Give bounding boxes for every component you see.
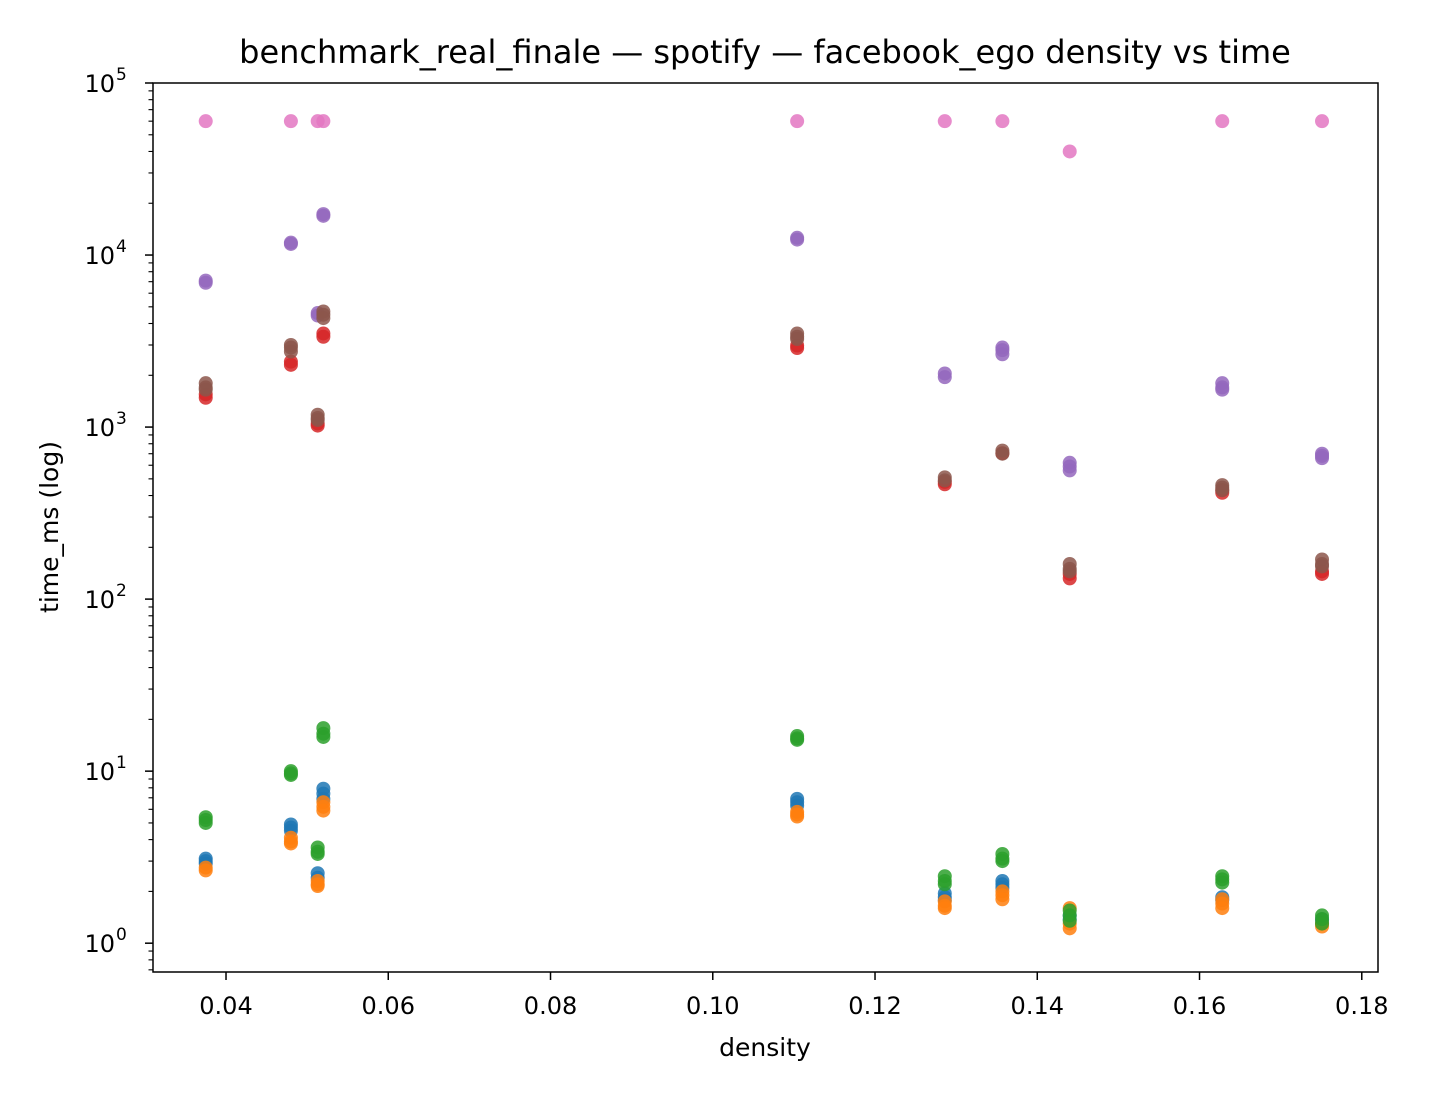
x-tick-label: 0.14 (1011, 992, 1064, 1020)
scatter-point (790, 114, 805, 129)
scatter-point (316, 114, 331, 129)
scatter-point (1315, 559, 1330, 574)
scatter-point (1315, 114, 1330, 129)
scatter-point (1215, 114, 1230, 129)
scatter-point (283, 344, 298, 359)
scatter-point (283, 767, 298, 782)
scatter-point (1062, 144, 1077, 159)
chart-title: benchmark_real_finale — spotify — facebo… (239, 33, 1291, 71)
x-tick-label: 0.10 (686, 992, 739, 1020)
points-layer (198, 114, 1330, 936)
x-tick-label: 0.06 (362, 992, 415, 1020)
y-tick-exponent: 5 (116, 65, 127, 85)
y-tick-base: 10 (84, 70, 115, 98)
y-tick-base: 10 (84, 586, 115, 614)
scatter-point (316, 329, 331, 344)
scatter-point (995, 446, 1010, 461)
scatter-point (937, 877, 952, 892)
y-tick-exponent: 0 (116, 925, 127, 945)
scatter-point (198, 382, 213, 397)
x-tick-label: 0.08 (524, 992, 577, 1020)
scatter-point (937, 114, 952, 129)
scatter-point (995, 114, 1010, 129)
x-axis-title: density (719, 1033, 811, 1062)
scatter-point (198, 275, 213, 290)
y-tick-exponent: 3 (116, 409, 127, 429)
scatter-point (310, 846, 325, 861)
y-tick-label: 10 (84, 414, 115, 442)
scatter-point (316, 803, 331, 818)
scatter-point (937, 901, 952, 916)
x-tick-label: 0.04 (199, 992, 252, 1020)
scatter-point (1315, 451, 1330, 466)
scatter-point (937, 473, 952, 488)
scatter-point (1215, 901, 1230, 916)
scatter-point (283, 357, 298, 372)
scatter-point (198, 114, 213, 129)
scatter-point (1062, 564, 1077, 579)
y-tick-base: 10 (84, 414, 115, 442)
y-tick-label: 10 (84, 930, 115, 958)
y-axis-title: time_ms (log) (35, 441, 64, 613)
scatter-point (1315, 916, 1330, 931)
scatter-point (283, 836, 298, 851)
scatter-point (1062, 913, 1077, 928)
y-tick-base: 10 (84, 758, 115, 786)
scatter-point (283, 114, 298, 129)
y-tick-label: 10 (84, 242, 115, 270)
y-tick-base: 10 (84, 242, 115, 270)
scatter-point (790, 732, 805, 747)
y-tick-label: 10 (84, 586, 115, 614)
x-tick-label: 0.16 (1173, 992, 1226, 1020)
y-tick-exponent: 2 (116, 581, 127, 601)
scatter-point (995, 892, 1010, 907)
scatter-point (198, 863, 213, 878)
scatter-point (790, 809, 805, 824)
y-tick-label: 10 (84, 758, 115, 786)
scatter-point (316, 729, 331, 744)
scatter-point (310, 878, 325, 893)
y-tick-exponent: 1 (116, 753, 127, 773)
y-tick-exponent: 4 (116, 237, 127, 257)
x-tick-label: 0.12 (848, 992, 901, 1020)
scatter-point (790, 232, 805, 247)
scatter-point (1215, 483, 1230, 498)
scatter-point (316, 208, 331, 223)
scatter-point (995, 854, 1010, 869)
y-tick-label: 10 (84, 70, 115, 98)
x-tick-label: 0.18 (1335, 992, 1388, 1020)
scatter-point (790, 332, 805, 347)
scatter-point (283, 236, 298, 251)
scatter-point (1062, 463, 1077, 478)
scatter-point (198, 815, 213, 830)
scatter-point (995, 347, 1010, 362)
scatter-point (937, 370, 952, 385)
scatter-point (1215, 382, 1230, 397)
scatter-point (316, 311, 331, 326)
scatter-point (1215, 875, 1230, 890)
y-tick-base: 10 (84, 930, 115, 958)
plot-frame (152, 82, 1379, 973)
scatter-point (310, 412, 325, 427)
x-axis: 0.04 0.06 0.08 0.10 0.12 0.14 0.16 0.18 (199, 972, 1388, 1020)
